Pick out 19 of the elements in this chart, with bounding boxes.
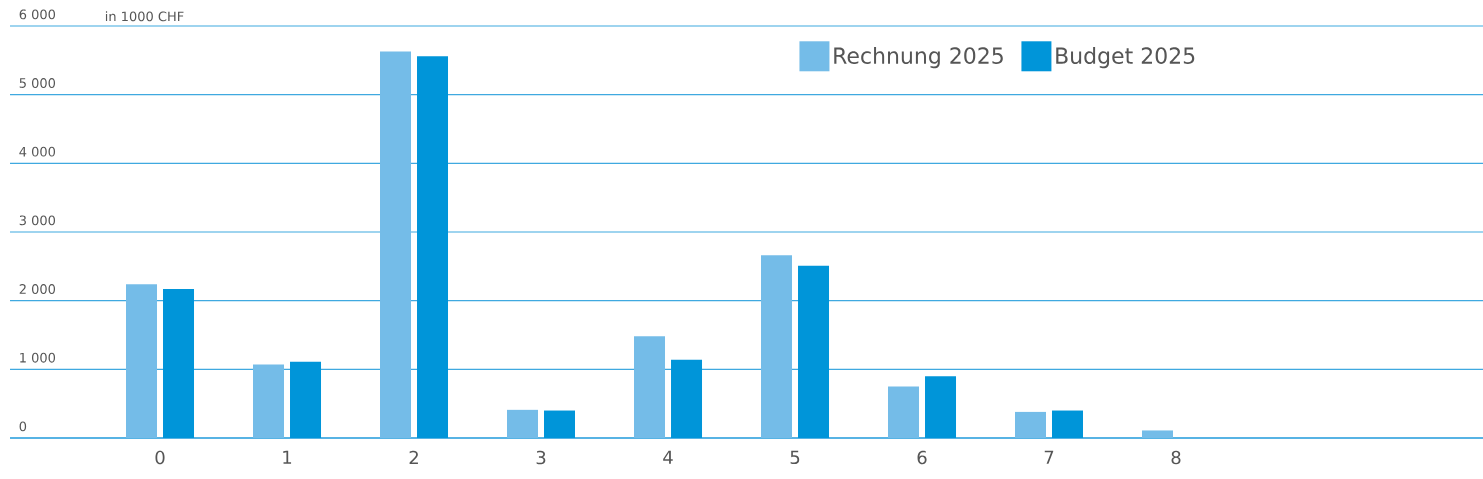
y-tick-label: 6 000 [19, 9, 56, 20]
y-tick-label: 1 000 [20, 352, 56, 363]
y-axis-title: in 1000 CHF [105, 11, 184, 22]
y-tick-label: 0 [19, 421, 27, 432]
x-tick-label: 1 [283, 450, 292, 464]
x-tick-label: 0 [155, 450, 165, 465]
x-tick-label: 5 [790, 450, 800, 465]
legend-label: Rechnung 2025 [834, 46, 1003, 69]
y-tick-label: 2 000 [19, 284, 56, 294]
legend-label: Budget 2025 [1056, 46, 1195, 69]
y-tick-label: 4 000 [19, 146, 56, 157]
x-tick-label: 7 [1044, 450, 1054, 464]
y-tick-label: 3 000 [19, 215, 56, 226]
x-tick-label: 6 [917, 450, 927, 465]
y-tick-label: 5 000 [19, 78, 56, 88]
x-tick-label: 3 [536, 450, 546, 465]
x-tick-label: 8 [1171, 450, 1181, 465]
x-tick-label: 2 [409, 450, 418, 465]
x-tick-label: 4 [663, 450, 673, 464]
